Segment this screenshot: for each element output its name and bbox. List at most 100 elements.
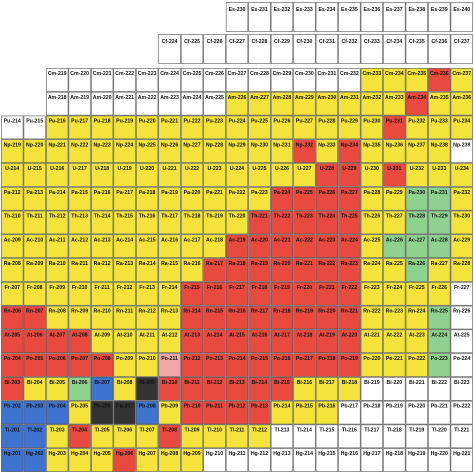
nuclide-label: Am-234	[407, 95, 426, 101]
nuclide-label: U-234	[455, 166, 469, 172]
nuclide-cell: Ra-215	[158, 258, 181, 282]
cell-box	[315, 305, 339, 330]
nuclide-cell: Po-222	[405, 353, 428, 377]
nuclide-cell: Bi-203	[1, 377, 24, 401]
nuclide-label: Tl-206	[117, 427, 132, 433]
nuclide-cell: Hg-202	[23, 448, 46, 472]
nuclide-label: Tl-211	[230, 427, 245, 433]
cell-box	[293, 424, 316, 449]
nuclide-cell: Po-216	[270, 353, 294, 377]
nuclide-label: Fr-216	[207, 285, 223, 291]
nuclide-cell: Cf-224	[158, 34, 181, 64]
cell-box	[248, 377, 271, 401]
cell-box	[383, 258, 406, 282]
cell-box	[158, 353, 181, 377]
nuclide-label: Po-218	[318, 356, 335, 362]
cell-box	[68, 163, 91, 187]
cell-box	[225, 68, 249, 92]
nuclide-cell: At-215	[225, 329, 249, 354]
nuclide-cell: Ac-212	[68, 234, 91, 259]
cell-box	[225, 281, 249, 306]
cell-box	[113, 234, 136, 259]
cell-box	[1, 210, 24, 235]
cell-box	[113, 115, 136, 140]
nuclide-label: Po-212	[184, 356, 201, 362]
cell-box	[293, 400, 316, 425]
nuclide-cell: U-219	[113, 163, 136, 187]
nuclide-label: Bi-212	[207, 380, 223, 386]
nuclide-cell: Cf-230	[293, 34, 316, 64]
nuclide-label: Ac-212	[71, 237, 88, 243]
nuclide-label: Es-232	[274, 7, 291, 13]
nuclide-label: Pu-234	[453, 119, 470, 125]
nuclide-label: Ac-224	[341, 237, 358, 243]
cell-box	[158, 139, 181, 163]
nuclide-label: U-227	[297, 166, 311, 172]
nuclide-label: Ac-229	[453, 237, 470, 243]
cell-box	[68, 400, 91, 425]
nuclide-cell: Es-232	[270, 2, 294, 32]
cell-box	[383, 186, 406, 211]
nuclide-cell: Pa-230	[405, 186, 428, 211]
nuclide-label: Np-236	[386, 142, 403, 148]
cell-box	[1, 258, 24, 282]
cell-box	[1, 353, 24, 377]
nuclide-label: Pa-223	[251, 190, 268, 196]
cell-box	[270, 281, 294, 306]
nuclide-label: Bi-208	[117, 380, 133, 386]
nuclide-cell: Pa-224	[270, 186, 294, 211]
nuclide-label: Ra-218	[228, 261, 245, 267]
nuclide-cell: At-225	[450, 329, 473, 354]
cell-box	[225, 210, 249, 235]
cell-box	[270, 353, 294, 377]
nuclide-label: Cm-220	[70, 71, 89, 77]
cell-box	[113, 424, 136, 449]
nuclide-label: Pb-212	[228, 404, 245, 410]
cell-box	[158, 305, 181, 330]
nuclide-label: Th-215	[116, 214, 133, 220]
nuclide-cell: Cm-231	[315, 68, 339, 92]
cell-box	[293, 353, 316, 377]
nuclide-label: Pb-216	[318, 404, 335, 410]
nuclide-label: Hg-210	[206, 451, 223, 457]
cell-box	[113, 210, 136, 235]
cell-box	[405, 353, 428, 377]
cell-box	[248, 139, 271, 163]
cell-box	[450, 115, 473, 140]
cell-box	[225, 186, 249, 211]
nuclide-label: U-215	[28, 166, 42, 172]
nuclide-label: Ac-215	[139, 237, 156, 243]
nuclide-cell: At-211	[135, 329, 159, 354]
nuclide-cell: Bi-214	[248, 377, 271, 401]
nuclide-label: Tl-214	[297, 427, 312, 433]
nuclide-label: At-209	[94, 332, 110, 338]
nuclide-label: Rn-218	[273, 309, 290, 315]
nuclide-label: Pu-214	[4, 119, 21, 125]
nuclide-label: Es-233	[296, 7, 313, 13]
nuclide-cell: Rn-224	[405, 305, 428, 330]
cell-box	[338, 377, 361, 401]
cell-box	[450, 68, 473, 92]
nuclide-cell: Th-229	[428, 210, 451, 235]
nuclide-label: Bi-222	[431, 380, 447, 386]
cell-box	[46, 424, 69, 449]
cell-box	[383, 329, 406, 354]
nuclide-cell: Tl-202	[23, 424, 46, 449]
nuclide-cell: Cf-226	[203, 34, 226, 64]
nuclide-cell: Pb-206	[91, 400, 114, 425]
nuclide-cell: At-207	[46, 329, 69, 354]
cell-box	[360, 210, 383, 235]
cell-box	[1, 377, 24, 401]
cell-box	[293, 448, 316, 472]
nuclide-label: Rn-223	[386, 309, 403, 315]
cell-box	[135, 139, 159, 163]
cell-box	[203, 305, 226, 330]
nuclide-label: Hg-221	[453, 451, 470, 457]
cell-box	[1, 139, 24, 163]
nuclide-cell: Np-225	[135, 139, 159, 163]
nuclide-cell: Cf-233	[360, 34, 383, 64]
nuclide-label: Rn-226	[453, 309, 470, 315]
nuclide-label: At-213	[184, 332, 200, 338]
nuclide-cell: Ra-227	[428, 258, 451, 282]
nuclide-label: Th-219	[206, 214, 223, 220]
